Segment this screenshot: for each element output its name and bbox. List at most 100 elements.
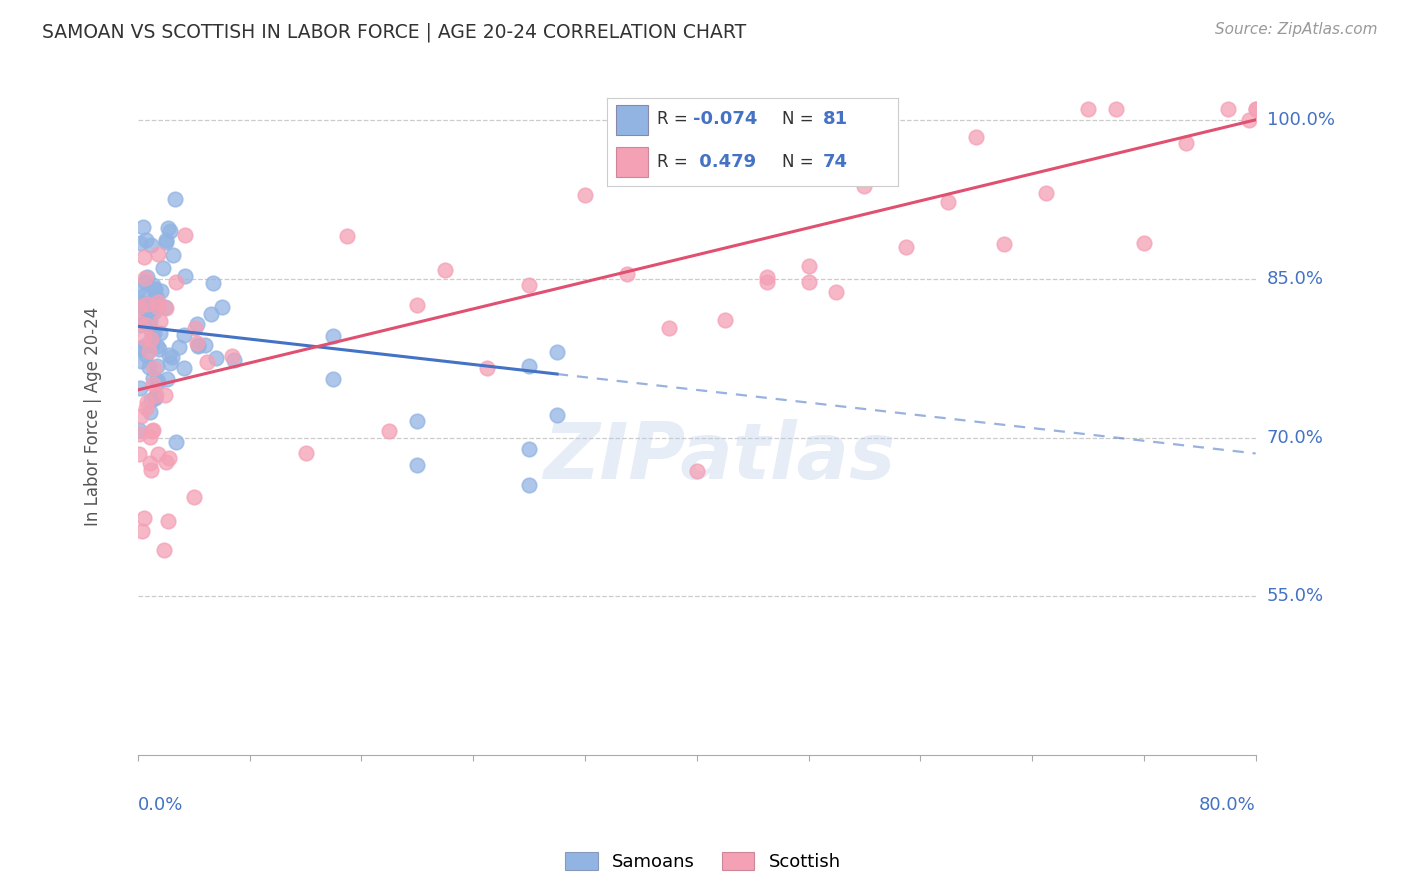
Point (797, 275, 820, 289)
Point (132, 288, 155, 302)
Text: 100.0%: 100.0% (1267, 111, 1334, 128)
Point (187, 338, 209, 352)
Point (200, 307, 222, 321)
Point (173, 327, 195, 342)
Point (153, 388, 176, 402)
Point (221, 349, 243, 363)
Point (153, 543, 176, 558)
Point (135, 233, 157, 247)
Text: 0.0%: 0.0% (138, 796, 183, 814)
Point (129, 409, 152, 423)
Point (155, 455, 177, 469)
Point (1237, 112, 1260, 127)
Point (211, 301, 233, 315)
Point (322, 329, 344, 343)
Point (128, 309, 150, 323)
Point (138, 359, 160, 374)
Point (546, 345, 568, 359)
Point (128, 426, 150, 441)
Point (132, 219, 155, 234)
Point (142, 278, 165, 293)
Point (138, 344, 160, 359)
Point (616, 267, 638, 281)
Point (145, 391, 167, 405)
Text: In Labor Force | Age 20-24: In Labor Force | Age 20-24 (84, 307, 103, 526)
Point (993, 237, 1015, 252)
Point (145, 388, 167, 402)
Point (406, 414, 429, 428)
Point (174, 268, 197, 283)
Point (477, 360, 499, 375)
Point (132, 301, 155, 315)
Point (128, 235, 150, 250)
Point (142, 282, 165, 296)
Point (406, 298, 429, 312)
Point (149, 314, 172, 328)
Point (825, 285, 848, 300)
Point (163, 192, 186, 206)
Point (128, 282, 150, 296)
Point (517, 477, 540, 491)
Point (434, 263, 457, 277)
Point (149, 326, 172, 341)
Point (135, 337, 157, 351)
Point (128, 301, 150, 315)
Point (129, 318, 152, 333)
Point (322, 372, 344, 386)
Point (138, 299, 160, 313)
Point (135, 297, 157, 311)
Point (1077, 102, 1099, 116)
Point (1216, 102, 1239, 116)
Point (936, 195, 959, 210)
Point (184, 321, 207, 335)
Point (965, 130, 987, 145)
Point (896, 240, 918, 254)
Point (1174, 136, 1197, 150)
Point (156, 221, 179, 235)
Point (141, 237, 163, 252)
Point (853, 160, 876, 174)
Point (128, 423, 150, 437)
Point (139, 456, 162, 470)
Point (139, 314, 162, 328)
Point (1035, 186, 1057, 200)
Point (156, 514, 179, 528)
Point (148, 342, 170, 356)
Point (141, 462, 163, 476)
Point (134, 270, 156, 285)
Point (202, 276, 225, 290)
Point (406, 458, 429, 472)
Point (194, 338, 217, 352)
Point (143, 390, 166, 404)
Point (131, 341, 153, 355)
Point (222, 352, 245, 367)
Point (853, 179, 876, 194)
Text: 85.0%: 85.0% (1267, 269, 1324, 288)
Point (146, 376, 169, 390)
Point (128, 341, 150, 355)
Point (145, 288, 167, 302)
Point (142, 293, 165, 307)
Point (141, 303, 163, 318)
Point (159, 224, 181, 238)
Point (134, 331, 156, 345)
Point (160, 350, 183, 364)
Point (186, 336, 208, 351)
Point (174, 227, 197, 242)
Point (517, 359, 540, 373)
Point (136, 313, 159, 327)
Point (146, 301, 169, 315)
Point (1133, 235, 1156, 250)
Point (139, 332, 162, 346)
Point (546, 409, 568, 423)
Point (157, 348, 180, 362)
Point (336, 229, 359, 244)
Text: 70.0%: 70.0% (1267, 428, 1323, 447)
Point (1244, 102, 1267, 116)
Point (143, 326, 166, 340)
Point (173, 360, 195, 375)
Text: Source: ZipAtlas.com: Source: ZipAtlas.com (1215, 22, 1378, 37)
Point (149, 284, 172, 298)
Point (143, 282, 166, 296)
Point (152, 260, 174, 275)
